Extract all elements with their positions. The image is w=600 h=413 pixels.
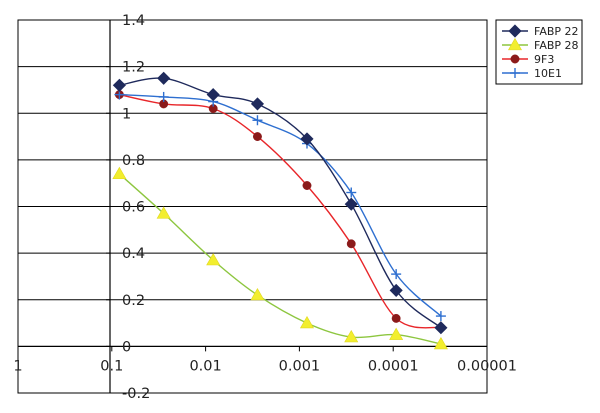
y-tick-label: 0.6 xyxy=(122,200,145,216)
legend-label: 10E1 xyxy=(534,67,562,80)
data-point xyxy=(156,206,171,219)
data-point xyxy=(346,239,356,249)
data-point xyxy=(346,187,357,198)
data-point xyxy=(435,311,446,322)
data-point xyxy=(112,166,127,180)
y-tick-label: 0.2 xyxy=(122,293,145,309)
x-tick-label: 0.01 xyxy=(189,358,221,374)
data-point xyxy=(250,287,265,301)
labels-layer: 1 0.1 0.01 0.001 0.0001 0.00001 1.4 1.2 1 0.8 0.6 0… xyxy=(13,13,517,402)
y-tick-label: 0.8 xyxy=(122,153,145,169)
legend-label: 9F3 xyxy=(534,53,554,66)
data-point xyxy=(157,71,171,85)
legend-marker xyxy=(508,24,522,38)
series-fabp-28 xyxy=(112,166,448,350)
data-point xyxy=(250,97,265,111)
data-point xyxy=(433,336,448,350)
legend-marker xyxy=(510,68,520,78)
x-tick-label: 1 xyxy=(13,358,22,374)
grid-layer xyxy=(17,19,488,394)
data-point xyxy=(302,181,312,190)
data-point xyxy=(252,115,263,126)
data-point xyxy=(391,269,402,280)
legend-item: FABP 28 xyxy=(502,37,579,52)
legend-label: FABP 22 xyxy=(534,25,579,38)
data-point xyxy=(299,315,315,329)
series-line xyxy=(119,93,442,317)
legend-item: 10E1 xyxy=(502,67,562,80)
legend-marker xyxy=(507,37,523,51)
series-line xyxy=(119,93,442,329)
data-point xyxy=(389,283,403,297)
x-tick-label: 0.0001 xyxy=(368,358,419,374)
series-layer xyxy=(112,71,448,350)
x-tick-label: 0.00001 xyxy=(457,358,517,374)
data-point xyxy=(344,197,358,211)
y-tick-label: 1.4 xyxy=(122,13,145,29)
data-point xyxy=(206,88,220,102)
data-point xyxy=(391,313,401,323)
data-point xyxy=(434,321,448,335)
data-point xyxy=(389,327,404,340)
data-point xyxy=(253,132,262,142)
data-point xyxy=(206,253,221,266)
legend-item: 9F3 xyxy=(502,53,554,66)
series-line xyxy=(119,77,442,329)
y-tick-label: 1 xyxy=(122,106,131,122)
x-tick-label: 0.1 xyxy=(100,358,123,374)
x-tick-label: 0.001 xyxy=(279,358,321,374)
legend-label: FABP 28 xyxy=(534,39,579,52)
data-point xyxy=(112,78,126,92)
legend-marker xyxy=(510,54,520,64)
legend-item: FABP 22 xyxy=(502,24,579,38)
y-tick-label: -0.2 xyxy=(122,386,150,402)
y-tick-label: 0.4 xyxy=(122,246,145,262)
y-tick-label: 0 xyxy=(122,339,131,355)
data-point xyxy=(344,329,359,343)
series-fabp-22 xyxy=(112,71,448,335)
y-tick-label: 1.2 xyxy=(122,60,145,76)
data-point xyxy=(158,91,169,102)
data-point xyxy=(300,132,314,146)
axes-layer xyxy=(17,19,488,394)
